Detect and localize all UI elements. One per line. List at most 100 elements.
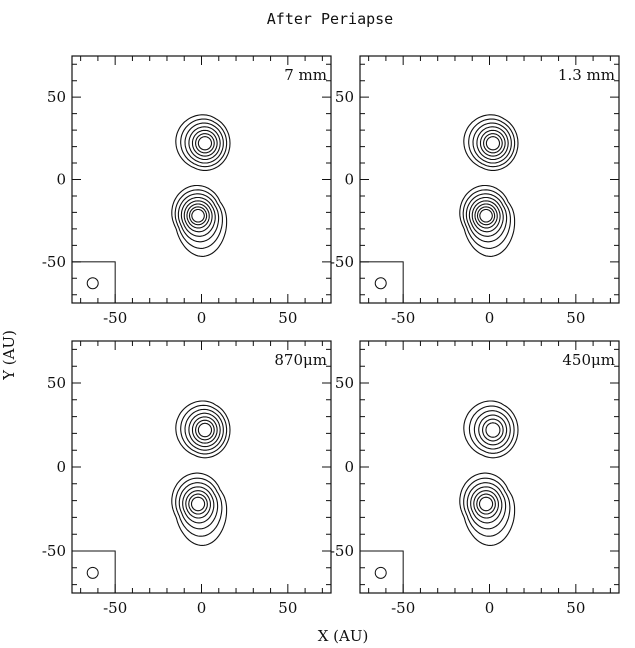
- contour-level: [185, 490, 211, 519]
- panel-label: 1.3 mm: [558, 66, 615, 84]
- contour-level: [171, 472, 228, 546]
- x-tick-label: -50: [391, 599, 415, 617]
- y-tick-label: -50: [330, 542, 354, 560]
- panel-4: -50 0 50 50 0 -50 450μm: [330, 340, 620, 617]
- contour-level: [191, 416, 218, 444]
- contour-level: [175, 114, 231, 171]
- x-tick-label: 50: [566, 599, 585, 617]
- contour-level: [190, 496, 206, 512]
- contour-source: [175, 114, 231, 171]
- contour-level: [180, 118, 228, 168]
- contour-level: [180, 196, 216, 237]
- contour-level: [186, 203, 210, 229]
- y-tick-label: 50: [335, 88, 354, 106]
- contour-level: [478, 496, 494, 512]
- x-tick-label: 0: [485, 309, 495, 327]
- x-tick-label: 0: [197, 309, 207, 327]
- contour-level: [463, 114, 519, 171]
- beam-box: [71, 261, 116, 304]
- contour-level: [188, 206, 208, 226]
- y-tick-label: 0: [344, 171, 354, 189]
- beam-ellipse: [374, 566, 387, 579]
- x-tick-label: -50: [103, 309, 127, 327]
- contour-level: [180, 404, 228, 455]
- contour-level: [197, 422, 213, 438]
- beam-ellipse: [374, 277, 387, 290]
- contour-level: [479, 129, 506, 157]
- y-tick-label: 50: [47, 374, 66, 392]
- contour-level: [188, 493, 208, 515]
- x-tick-label: -50: [103, 599, 127, 617]
- contour-level: [478, 414, 508, 446]
- y-tick-label: 0: [56, 171, 66, 189]
- panel-label: 450μm: [562, 351, 615, 369]
- contour-level: [476, 206, 496, 226]
- contour-level: [184, 122, 224, 164]
- contour-level: [171, 184, 228, 257]
- contour-level: [459, 472, 516, 546]
- contour-level: [465, 193, 508, 243]
- axis-ticks: [72, 341, 331, 593]
- panel-label: 870μm: [274, 351, 327, 369]
- contour-level: [175, 400, 231, 459]
- contour-level: [191, 208, 205, 223]
- plot-frame: [359, 340, 620, 594]
- contour-source: [459, 184, 516, 257]
- contour-level: [463, 400, 519, 459]
- x-tick-label: -50: [391, 309, 415, 327]
- contour-level: [178, 482, 219, 530]
- contour-source: [463, 114, 519, 171]
- contour-level: [191, 129, 218, 157]
- plot-frame: [71, 340, 332, 594]
- beam-box: [71, 550, 116, 594]
- panel-label: 7 mm: [284, 66, 327, 84]
- contour-level: [468, 118, 516, 168]
- y-axis-label: Y (AU): [0, 330, 18, 381]
- contour-level: [462, 189, 511, 249]
- axis-ticks: [72, 56, 331, 303]
- contour-source: [171, 472, 228, 546]
- contour-level: [188, 412, 221, 448]
- contour-source: [171, 184, 228, 257]
- contour-level: [175, 477, 223, 537]
- contour-level: [479, 208, 493, 223]
- beam-ellipse: [86, 277, 99, 290]
- contour-level: [174, 189, 223, 249]
- contour-level: [468, 405, 515, 454]
- y-tick-label: 0: [344, 458, 354, 476]
- x-tick-label: 0: [485, 599, 495, 617]
- plot-frame: [359, 55, 620, 304]
- contour-level: [177, 193, 220, 243]
- panels: -50 0 50 50 0 -50 7 mm -50 0 50 50 0 -50 1.3 mm -50 0 50…: [42, 55, 620, 617]
- contour-level: [472, 122, 512, 164]
- contour-level: [195, 419, 215, 441]
- x-axis-label: X (AU): [318, 627, 369, 645]
- panel-1: -50 0 50 50 0 -50 7 mm: [42, 55, 332, 327]
- x-tick-label: 50: [278, 599, 297, 617]
- y-tick-label: -50: [42, 253, 66, 271]
- contour-level: [476, 126, 509, 161]
- contour-level: [459, 184, 516, 257]
- contour-source: [175, 400, 231, 459]
- axis-ticks: [360, 341, 619, 593]
- contour-level: [485, 136, 501, 151]
- contour-level: [184, 408, 224, 451]
- contour-level: [473, 490, 499, 519]
- contour-level: [463, 477, 511, 537]
- contour-level: [485, 422, 501, 438]
- contour-source: [463, 400, 519, 459]
- contour-level: [470, 486, 503, 524]
- panel-3: -50 0 50 50 0 -50 870μm: [42, 340, 332, 617]
- contour-level: [474, 203, 498, 229]
- contour-level: [197, 136, 213, 151]
- x-tick-label: 50: [566, 309, 585, 327]
- beam-ellipse: [86, 566, 99, 579]
- figure-title: After Periapse: [267, 10, 393, 28]
- contour-level: [476, 493, 496, 515]
- x-tick-label: 0: [197, 599, 207, 617]
- contour-level: [473, 410, 511, 450]
- beam-box: [359, 550, 404, 594]
- contour-level: [188, 126, 221, 161]
- contour-level: [183, 200, 213, 233]
